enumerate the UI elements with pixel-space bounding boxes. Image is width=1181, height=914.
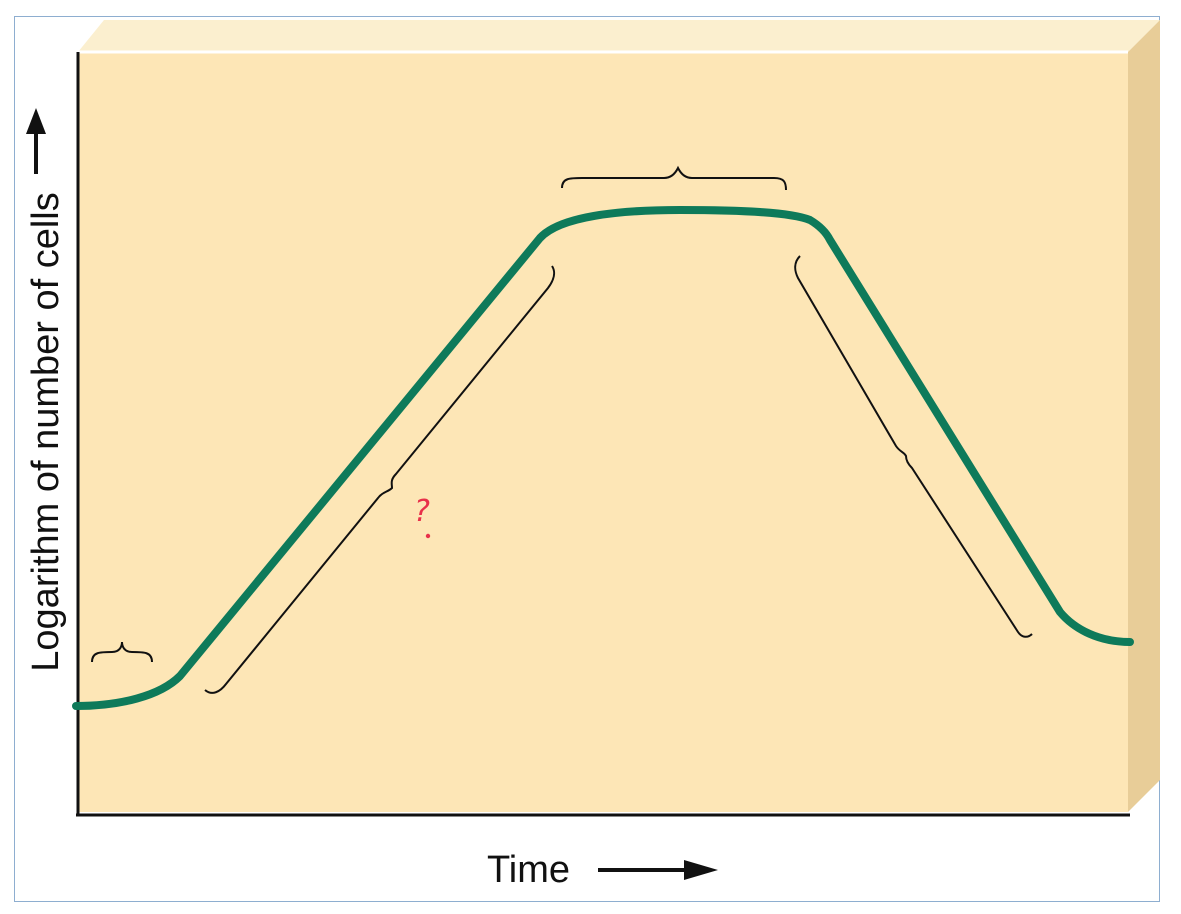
log-phase-brace (204, 265, 556, 694)
lag-phase-brace (91, 641, 153, 663)
y-axis-arrow-icon (26, 108, 46, 134)
x-axis-arrow-icon (684, 860, 718, 880)
x-axis-label: Time (487, 849, 570, 891)
question-annotation-dot (425, 533, 431, 539)
stationary-phase-brace (561, 165, 787, 191)
panel-top-face (78, 20, 1160, 52)
panel-front-face (78, 52, 1128, 812)
death-phase-brace (794, 255, 1033, 638)
panel-side-face (1128, 20, 1160, 812)
growth-curve (72, 206, 1134, 710)
y-axis-label: Logarithm of number of cells (25, 192, 67, 671)
y-axis-title: Logarithm of number of cells (25, 192, 67, 671)
question-annotation: ? (414, 494, 430, 529)
